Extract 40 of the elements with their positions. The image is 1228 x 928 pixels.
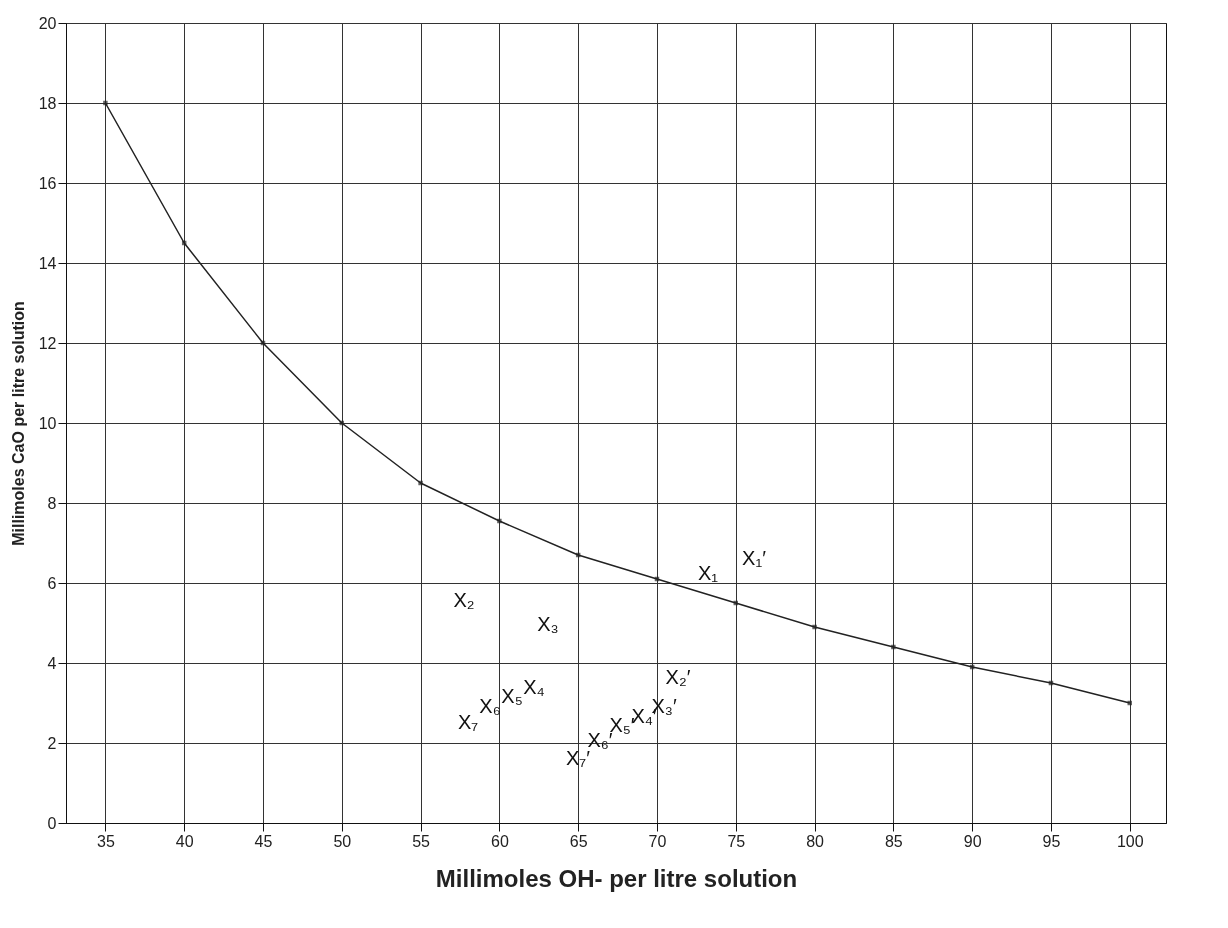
x-tick-label: 45 xyxy=(254,832,273,850)
point xyxy=(891,644,896,650)
y-tick-label: 4 xyxy=(47,654,57,672)
annotation: X₅ xyxy=(501,685,523,707)
x-tick-label: 90 xyxy=(963,832,982,850)
x-tick-label: 80 xyxy=(806,832,825,850)
y-tick-label: 12 xyxy=(38,334,57,352)
y-tick-label: 14 xyxy=(38,254,57,272)
annotation: X₄ xyxy=(523,676,545,698)
point xyxy=(103,100,108,106)
x-tick-label: 55 xyxy=(412,832,431,850)
y-tick-label: 2 xyxy=(47,734,57,752)
x-axis-title: Millimoles OH- per litre solution xyxy=(435,864,798,892)
y-tick-label: 10 xyxy=(38,414,57,432)
x-tick-label: 70 xyxy=(648,832,667,850)
annotation: X₇ xyxy=(457,711,479,733)
y-tick-label: 6 xyxy=(47,574,57,592)
y-tick-label: 16 xyxy=(38,174,57,192)
point xyxy=(418,480,423,486)
x-tick-label: 60 xyxy=(490,832,509,850)
point xyxy=(497,518,502,524)
y-tick-label: 20 xyxy=(38,14,57,32)
annotation: X₂ xyxy=(453,589,475,611)
y-tick-label: 18 xyxy=(38,94,57,112)
x-tick-label: 65 xyxy=(569,832,588,850)
point xyxy=(812,624,817,630)
annotation: X₃ xyxy=(537,613,559,635)
x-tick-label: 85 xyxy=(884,832,903,850)
x-tick-label: 50 xyxy=(333,832,352,850)
x-tick-label: 40 xyxy=(175,832,194,850)
x-tick-label: 100 xyxy=(1116,832,1144,850)
y-tick-label: 8 xyxy=(47,494,57,512)
y-axis-title: Millimoles CaO per litre solution xyxy=(9,301,27,546)
x-tick-label: 75 xyxy=(727,832,746,850)
annotation: X₁ xyxy=(697,562,719,584)
annotation: X₁′ xyxy=(742,547,767,569)
x-tick-label: 35 xyxy=(97,832,115,850)
y-tick-label: 0 xyxy=(47,814,57,832)
annotation: X₂′ xyxy=(665,666,691,688)
x-tick-label: 95 xyxy=(1042,832,1061,850)
